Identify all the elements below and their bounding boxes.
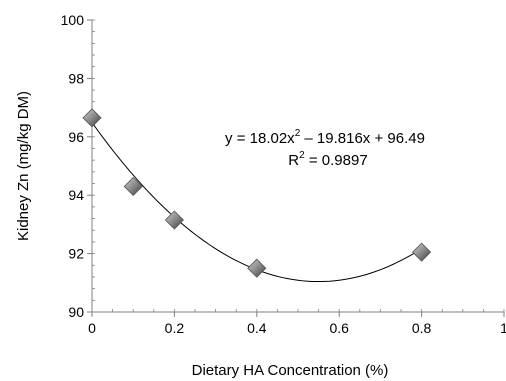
data-point bbox=[123, 176, 143, 197]
y-tick-label: 90 bbox=[68, 304, 84, 320]
x-axis-title: Dietary HA Concentration (%) bbox=[192, 362, 389, 379]
r2-prefix: R bbox=[288, 152, 299, 169]
equation-suffix: – 19.816x + 96.49 bbox=[300, 130, 425, 147]
y-tick-label: 94 bbox=[68, 187, 84, 203]
data-point bbox=[412, 242, 432, 262]
x-tick-label: 1 bbox=[500, 320, 506, 336]
y-tick-label: 96 bbox=[68, 129, 84, 145]
r2-exponent: 2 bbox=[299, 150, 305, 161]
data-point bbox=[247, 258, 267, 278]
x-tick-label: 0.4 bbox=[247, 320, 267, 336]
y-tick-label: 92 bbox=[68, 246, 84, 262]
equation-exponent: 2 bbox=[295, 128, 301, 139]
equation-label: y = 18.02x2 – 19.816x + 96.49 bbox=[225, 128, 425, 147]
x-tick-label: 0.2 bbox=[165, 320, 185, 336]
r2-label: R2 = 0.9897 bbox=[288, 150, 367, 169]
y-tick-label: 98 bbox=[68, 70, 84, 86]
equation-prefix: y = 18.02x bbox=[225, 130, 295, 147]
data-points bbox=[82, 108, 432, 278]
y-axis-title: Kidney Zn (mg/kg DM) bbox=[15, 91, 32, 241]
y-tick-label: 100 bbox=[61, 12, 85, 28]
data-point bbox=[82, 108, 102, 128]
x-tick-label: 0 bbox=[88, 320, 96, 336]
ticks: 90 92 94 96 98 100 0 0.2 0.4 0.6 0.8 1 bbox=[61, 12, 506, 336]
data-point bbox=[164, 210, 184, 230]
r2-suffix: = 0.9897 bbox=[305, 152, 368, 169]
x-tick-label: 0.6 bbox=[329, 320, 349, 336]
x-tick-label: 0.8 bbox=[412, 320, 432, 336]
